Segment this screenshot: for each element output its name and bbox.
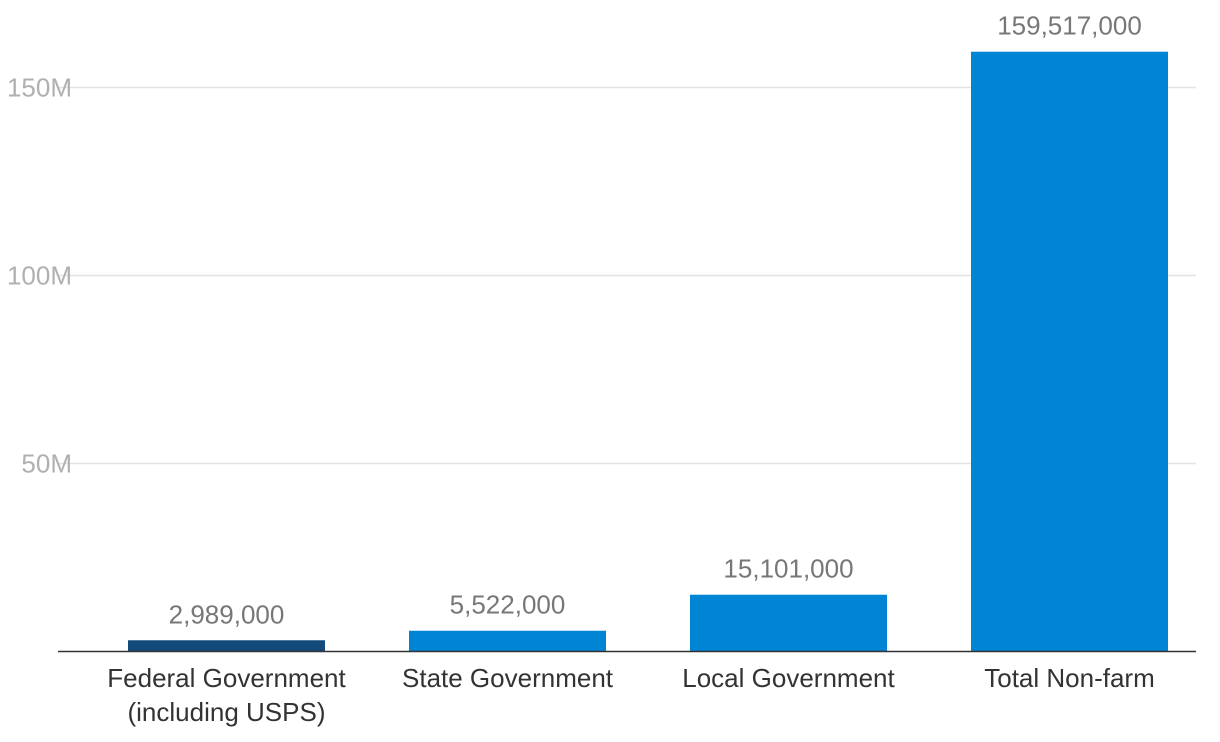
y-tick-label: 50M bbox=[21, 449, 72, 479]
x-tick-label: Federal Government bbox=[107, 663, 346, 693]
category-labels: Federal Government (including USPS) State … bbox=[107, 663, 1154, 727]
bar bbox=[690, 594, 887, 652]
y-tick-label: 100M bbox=[7, 261, 72, 291]
data-label: 15,101,000 bbox=[723, 554, 853, 584]
y-tick-label: 150M bbox=[7, 73, 72, 103]
data-label: 159,517,000 bbox=[997, 11, 1142, 41]
bar bbox=[409, 630, 606, 652]
x-tick-label: State Government bbox=[402, 663, 614, 693]
bar bbox=[128, 640, 325, 652]
bars bbox=[128, 51, 1168, 652]
data-labels: 2,989,000 5,522,000 15,101,000 159,517,000 bbox=[169, 11, 1142, 630]
bar bbox=[971, 51, 1168, 652]
x-tick-label: Local Government bbox=[682, 663, 895, 693]
x-tick-label: Total Non-farm bbox=[984, 663, 1155, 693]
x-tick-label: (including USPS) bbox=[128, 697, 326, 727]
data-label: 2,989,000 bbox=[169, 599, 285, 629]
data-label: 5,522,000 bbox=[450, 590, 566, 620]
